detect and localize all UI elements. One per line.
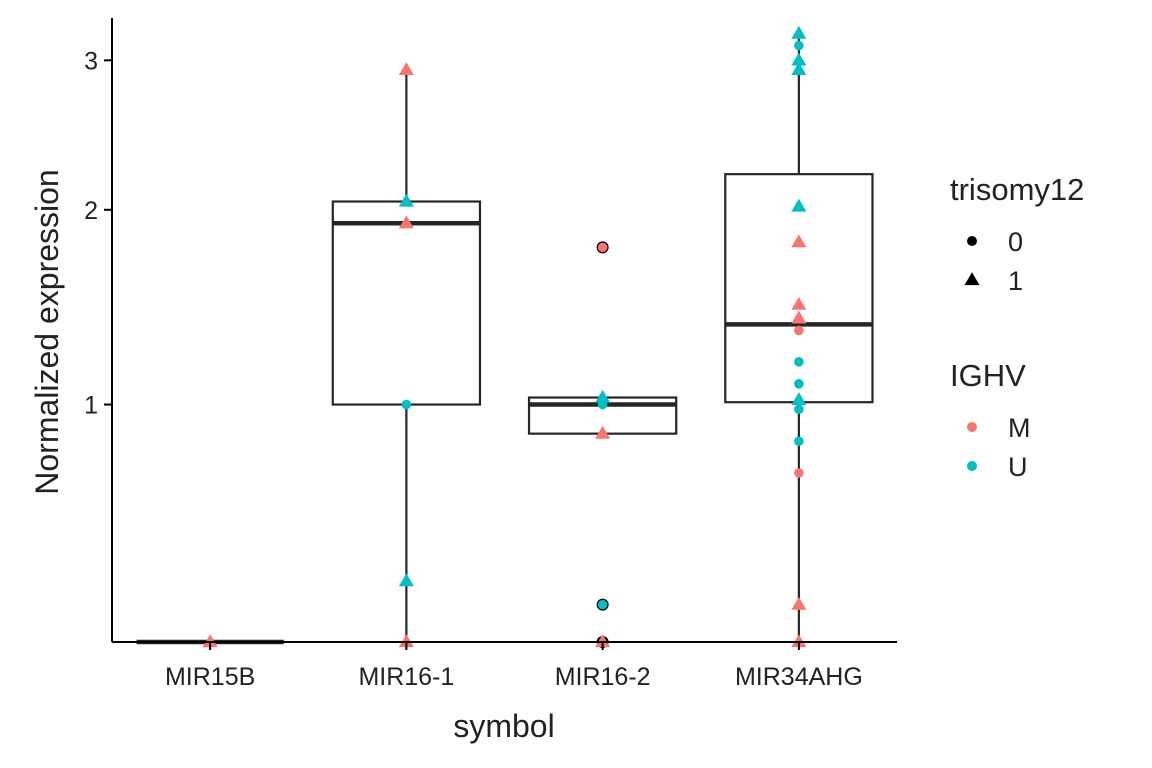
data-point-circle: [794, 325, 804, 336]
data-point-triangle: [595, 634, 611, 648]
data-point-triangle: [398, 62, 414, 76]
data-point-triangle: [595, 389, 611, 403]
y-tick-label: 1: [84, 392, 98, 420]
data-point-triangle: [791, 310, 807, 324]
data-point-circle: [794, 468, 804, 478]
data-point-circle: [597, 599, 608, 610]
data-point-circle: [794, 379, 804, 389]
data-point-triangle: [398, 573, 414, 587]
points-layer: [202, 25, 807, 648]
data-point-triangle: [398, 634, 414, 648]
data-point-triangle: [791, 25, 807, 39]
y-axis-title: Normalized expression: [29, 169, 65, 494]
x-axis-title: symbol: [453, 708, 554, 744]
y-tick-label: 2: [84, 197, 98, 225]
boxes-layer: [136, 33, 874, 648]
legend-key-circle: [967, 236, 977, 246]
box-mir16-1: [331, 69, 482, 642]
axes-layer: [111, 18, 897, 643]
data-point-triangle: [791, 296, 807, 310]
legend-key-color: [967, 422, 977, 432]
x-tick-label: MIR15B: [165, 663, 255, 691]
ticks-layer: 1 2 3 MIR15B MIR16-1 MIR16-2 MIR34AHG: [84, 47, 863, 691]
data-point-circle: [794, 404, 804, 415]
data-point-triangle: [398, 215, 414, 229]
x-tick-label: MIR16-2: [555, 663, 651, 691]
data-point-triangle: [791, 62, 807, 76]
data-point-triangle: [791, 198, 807, 212]
data-point-triangle: [791, 634, 807, 648]
data-point-circle: [794, 357, 804, 367]
legend-key-color: [967, 461, 977, 471]
data-point-triangle: [791, 392, 807, 406]
legend-title: trisomy12: [950, 172, 1084, 207]
x-tick-label: MIR16-1: [358, 663, 454, 691]
legend-label: 0: [1008, 227, 1023, 257]
legend-key-triangle: [964, 272, 980, 286]
data-point-circle: [794, 40, 804, 51]
data-point-circle: [401, 399, 412, 410]
y-tick-label: 3: [84, 47, 98, 75]
data-point-triangle: [791, 234, 807, 248]
box-mir34ahg: [724, 33, 874, 642]
data-point-triangle: [398, 193, 414, 207]
legend-label: M: [1008, 413, 1031, 443]
legend-label: U: [1008, 452, 1028, 482]
data-point-circle: [794, 436, 804, 447]
legend-label: 1: [1008, 266, 1023, 296]
data-point-circle: [597, 399, 608, 410]
data-point-triangle: [791, 596, 807, 610]
box-body: [331, 200, 482, 406]
box-mir16-2: [527, 241, 678, 648]
legend-title: IGHV: [950, 358, 1026, 393]
data-point-triangle: [595, 425, 611, 439]
data-point-triangle: [202, 634, 218, 648]
legend: trisomy12 0 1 IGHV MU: [950, 172, 1084, 482]
data-point-circle: [597, 242, 608, 253]
data-point-triangle: [791, 52, 807, 66]
x-tick-label: MIR34AHG: [735, 663, 863, 691]
